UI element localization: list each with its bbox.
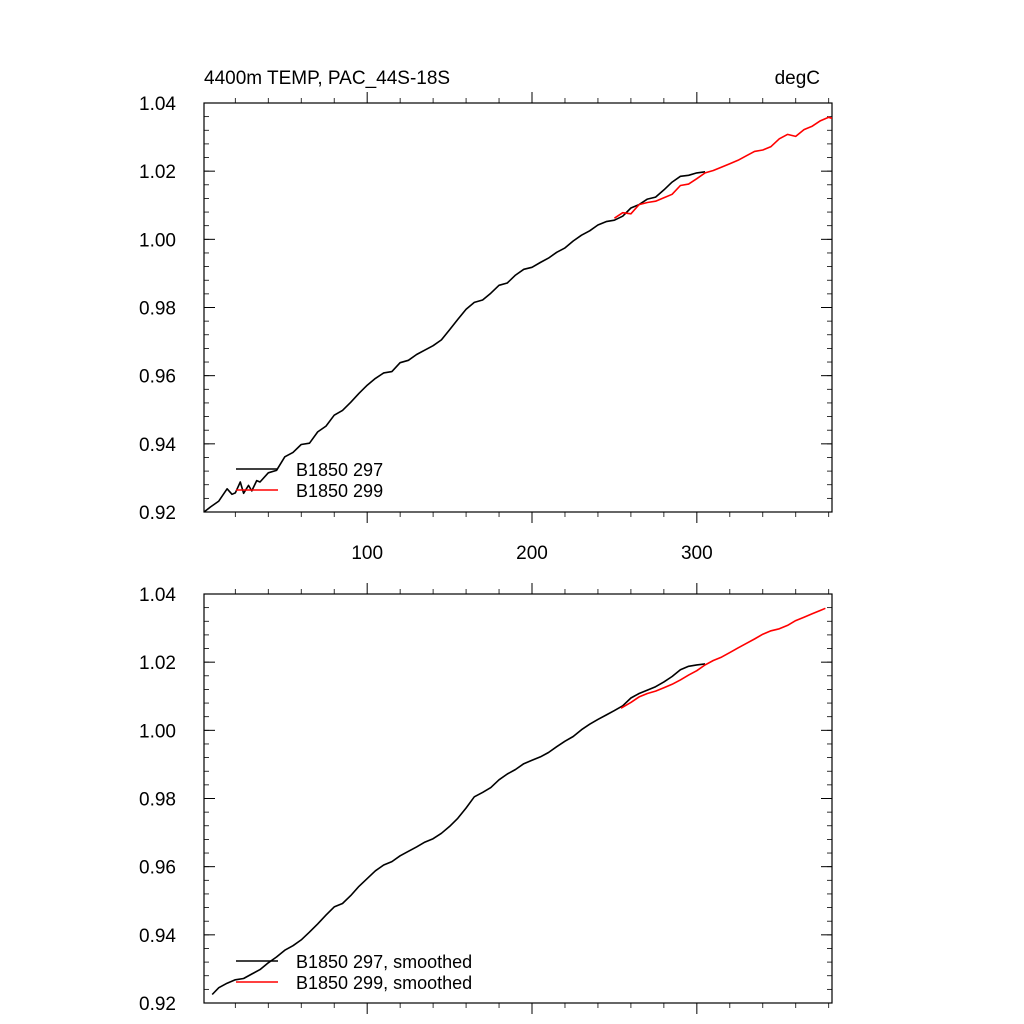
y-tick-label: 0.94 xyxy=(139,435,176,456)
legend-label: B1850 297, smoothed xyxy=(296,952,472,972)
y-tick-label: 0.98 xyxy=(139,299,176,320)
x-tick-label: 200 xyxy=(516,543,548,564)
legend-label: B1850 299, smoothed xyxy=(296,973,472,993)
y-tick-label: 1.00 xyxy=(139,230,176,251)
y-tick-label: 1.04 xyxy=(139,585,176,606)
top-panel-series xyxy=(203,116,833,513)
legend-label: B1850 297 xyxy=(296,460,383,480)
legend-label: B1850 299 xyxy=(296,481,383,501)
bottom-panel-ticks: 0.92 0.94 0.96 0.98 1.00 1.02 1.04 xyxy=(139,583,832,1015)
series-line-0 xyxy=(203,171,706,513)
x-tick-label: 100 xyxy=(351,543,383,564)
y-tick-label: 0.96 xyxy=(139,858,176,879)
y-tick-label: 1.00 xyxy=(139,721,176,742)
y-tick-label: 1.02 xyxy=(139,162,176,183)
top-panel-units: degC xyxy=(775,68,820,89)
series-line-1 xyxy=(620,607,826,709)
y-tick-label: 1.04 xyxy=(139,94,176,115)
bottom-panel: 0.92 0.94 0.96 0.98 1.00 1.02 1.04 B1850 297, … xyxy=(139,583,833,1015)
top-panel: 4400m TEMP, PAC_44S-18S degC 0.920.940.9… xyxy=(139,68,833,564)
bottom-panel-series xyxy=(211,607,826,996)
top-panel-title: 4400m TEMP, PAC_44S-18S xyxy=(204,68,450,89)
x-tick-label: 300 xyxy=(681,543,713,564)
top-panel-ticks: 0.92 0.94 0.96 0.98 1.00 1.02 1.04 100 200 300 xyxy=(139,92,832,564)
y-tick-label: 0.94 xyxy=(139,926,176,947)
y-tick-label: 1.02 xyxy=(139,653,176,674)
series-line-0 xyxy=(211,663,706,996)
y-tick-label: 0.92 xyxy=(139,503,176,524)
y-tick-label: 0.96 xyxy=(139,367,176,388)
series-line-1 xyxy=(613,116,833,219)
y-tick-label: 0.98 xyxy=(139,790,176,811)
y-tick-label: 0.92 xyxy=(139,994,176,1015)
